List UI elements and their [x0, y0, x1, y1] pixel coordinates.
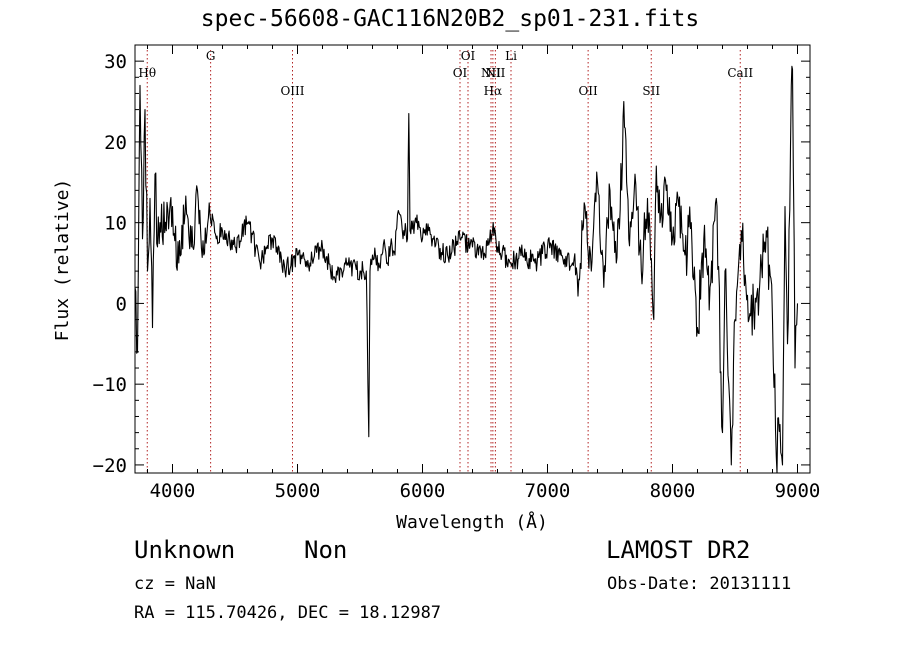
- line-marker-label: SII: [642, 84, 660, 98]
- y-tick-label: 30: [104, 51, 127, 73]
- y-tick-label: −20: [93, 455, 127, 477]
- y-tick-label: 0: [116, 293, 127, 315]
- y-tick-label: 20: [104, 132, 127, 154]
- object-subclass: Non: [304, 536, 348, 564]
- line-marker-label: Hα: [484, 84, 503, 98]
- line-marker-label: Hθ: [138, 66, 156, 80]
- x-axis-label: Wavelength (Å): [396, 511, 548, 533]
- line-marker-label: OI: [453, 66, 468, 80]
- line-marker-label: NII: [481, 66, 501, 80]
- redshift-readout: cz = NaN: [134, 574, 216, 594]
- line-marker-label: G: [206, 49, 216, 63]
- line-marker-label: CaII: [727, 66, 753, 80]
- line-marker-label: OI: [461, 49, 476, 63]
- x-tick-label: 8000: [650, 480, 696, 502]
- line-marker-label: OII: [578, 84, 598, 98]
- survey-name: LAMOST DR2: [606, 536, 751, 564]
- line-marker-label: Li: [505, 49, 517, 63]
- plot-frame: [134, 44, 811, 474]
- y-axis-label: Flux (relative): [52, 179, 73, 342]
- obs-date: Obs-Date: 20131111: [607, 574, 792, 594]
- y-tick-label: −10: [93, 374, 127, 396]
- coordinates-readout: RA = 115.70426, DEC = 18.12987: [134, 603, 442, 623]
- y-tick-label: 10: [104, 213, 127, 235]
- x-tick-label: 6000: [400, 480, 446, 502]
- x-tick-label: 4000: [150, 480, 196, 502]
- x-tick-label: 9000: [775, 480, 821, 502]
- x-tick-label: 5000: [275, 480, 321, 502]
- line-marker-label: OIII: [280, 84, 304, 98]
- x-tick-label: 7000: [525, 480, 571, 502]
- flux-series-line: [134, 65, 799, 474]
- chart-title: spec-56608-GAC116N20B2_sp01-231.fits: [200, 6, 700, 32]
- object-class: Unknown: [134, 536, 236, 564]
- line-marker-label: NII: [485, 66, 505, 80]
